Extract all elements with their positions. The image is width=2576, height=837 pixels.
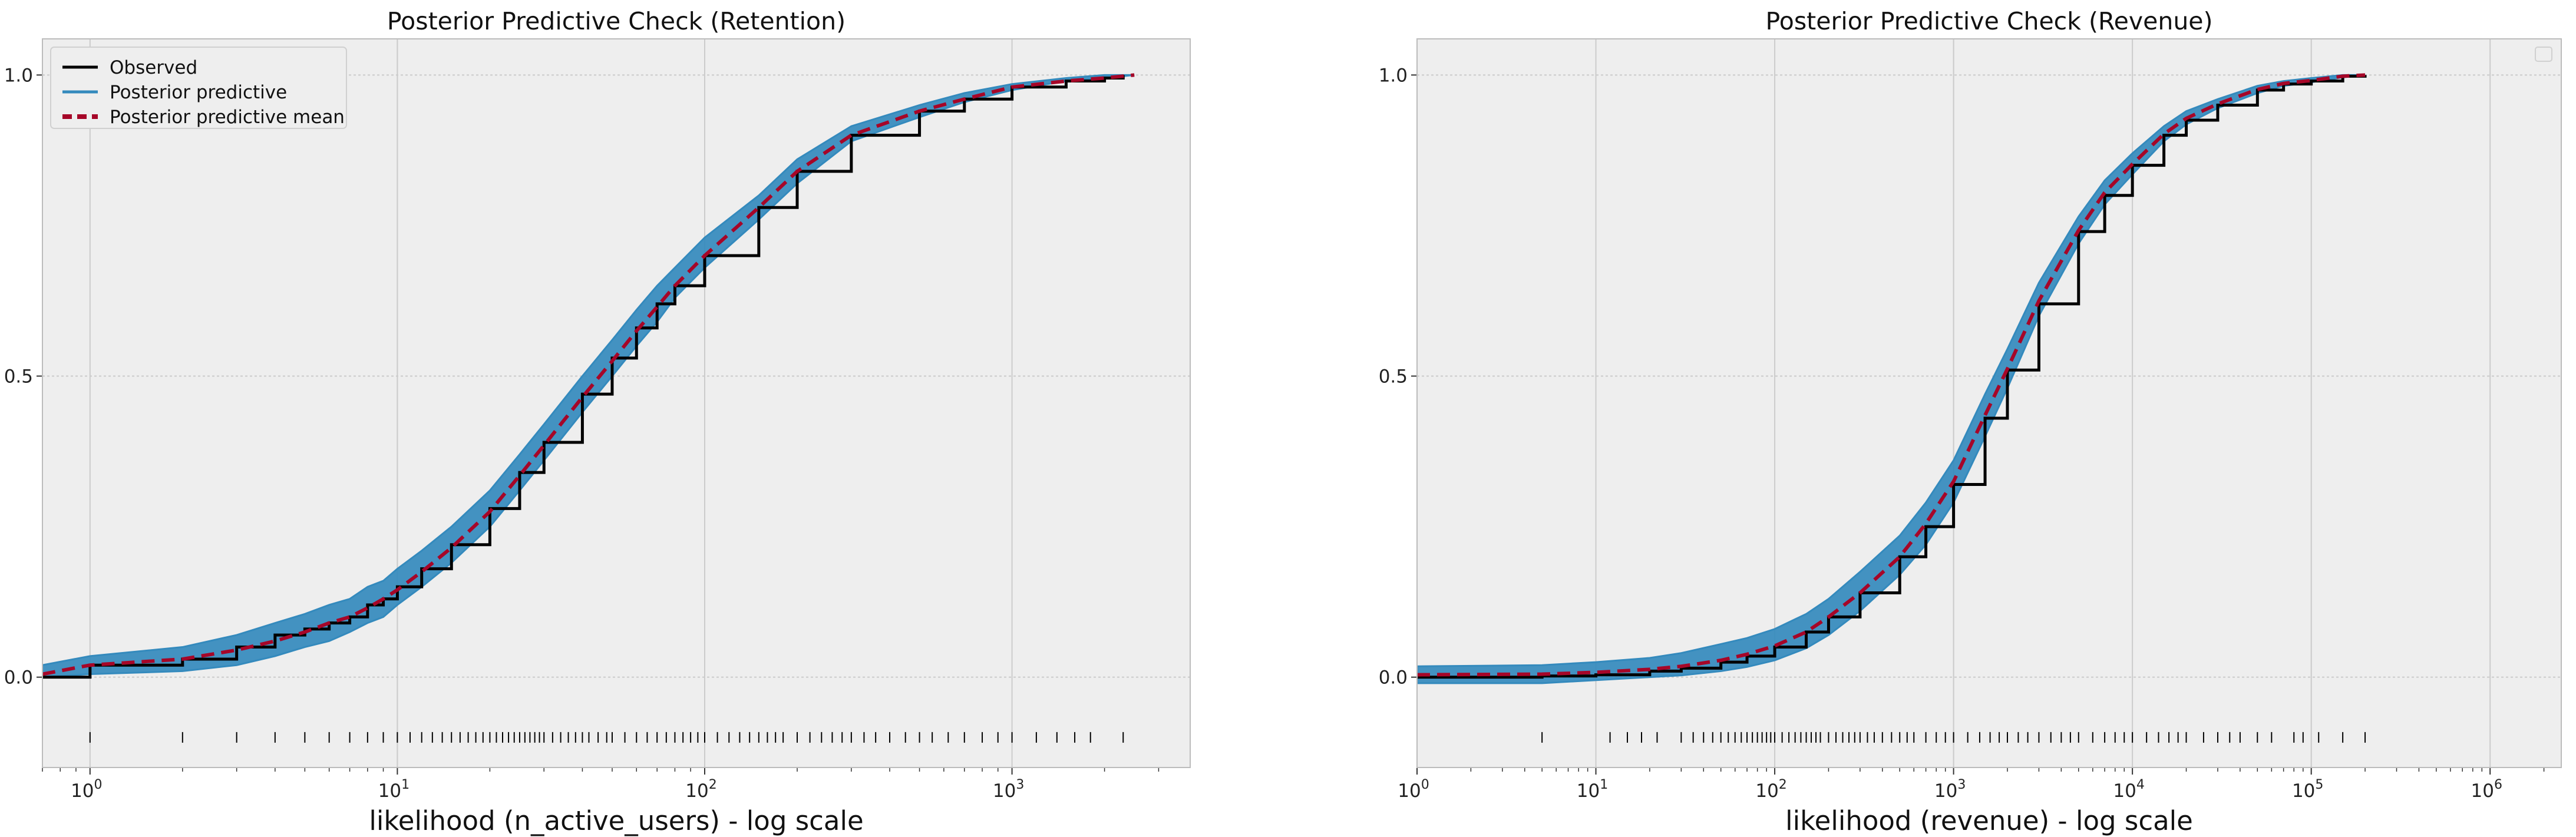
legend-posterior-mean-label: Posterior predictive mean [110, 107, 345, 128]
retention-x-tick-label: 102 [685, 778, 716, 802]
revenue-x-tick-label: 101 [1577, 778, 1608, 802]
revenue-x-tick-label: 102 [1755, 778, 1786, 802]
retention-x-axis-label: likelihood (n_active_users) - log scale [369, 805, 863, 836]
retention-axis-ticks: 0.0 0.5 1.0 100 101 102 103 [4, 65, 1160, 802]
retention-y-tick-label: 0.0 [4, 667, 33, 689]
retention-data-marks [42, 73, 1135, 679]
retention-axes-frame [42, 38, 1191, 768]
retention-chart-title: Posterior Predictive Check (Retention) [387, 7, 846, 35]
retention-legend: Observed Posterior predictive Posterior … [50, 47, 347, 129]
retention-chart: 0.0 0.5 1.0 100 101 102 103 Posterior Predicti… [4, 7, 1191, 836]
revenue-x-tick-label: 104 [2113, 778, 2144, 802]
revenue-axes-frame [1416, 38, 2562, 768]
revenue-y-tick-label: 0.0 [1379, 667, 1408, 689]
legend-posterior-predictive-label: Posterior predictive [110, 82, 287, 103]
retention-legend-box [50, 47, 347, 129]
revenue-data-marks [1417, 73, 2367, 684]
revenue-y-tick-label: 1.0 [1379, 65, 1408, 86]
revenue-empty-legend-box [2535, 47, 2552, 62]
revenue-axis-ticks: 0.0 0.5 1.0 100 101 102 103 104 105 106 [1379, 65, 2545, 802]
revenue-chart-title: Posterior Predictive Check (Revenue) [1765, 7, 2212, 35]
observed-line [1417, 74, 2367, 679]
retention-x-tick-label: 101 [378, 778, 409, 802]
retention-x-tick-label: 103 [993, 778, 1024, 802]
revenue-x-axis-label: likelihood (revenue) - log scale [1785, 805, 2193, 836]
retention-x-tick-label: 100 [71, 778, 102, 802]
revenue-x-tick-label: 103 [1934, 778, 1966, 802]
revenue-y-tick-label: 0.5 [1379, 366, 1408, 387]
revenue-x-tick-label: 106 [2471, 778, 2502, 802]
retention-rug [89, 732, 1124, 743]
revenue-x-tick-label: 105 [2292, 778, 2323, 802]
revenue-rug [1541, 732, 2366, 743]
retention-y-tick-label: 1.0 [4, 65, 33, 86]
revenue-x-tick-label: 100 [1398, 778, 1429, 802]
retention-gridlines [42, 39, 1190, 767]
legend-observed-label: Observed [110, 57, 197, 78]
revenue-chart: 0.0 0.5 1.0 100 101 102 103 104 105 106 Posterior… [1379, 7, 2562, 836]
posterior-predictive-mean-line [1417, 73, 2366, 677]
posterior-predictive-mean-line [42, 73, 1135, 676]
retention-y-tick-label: 0.5 [4, 366, 33, 387]
